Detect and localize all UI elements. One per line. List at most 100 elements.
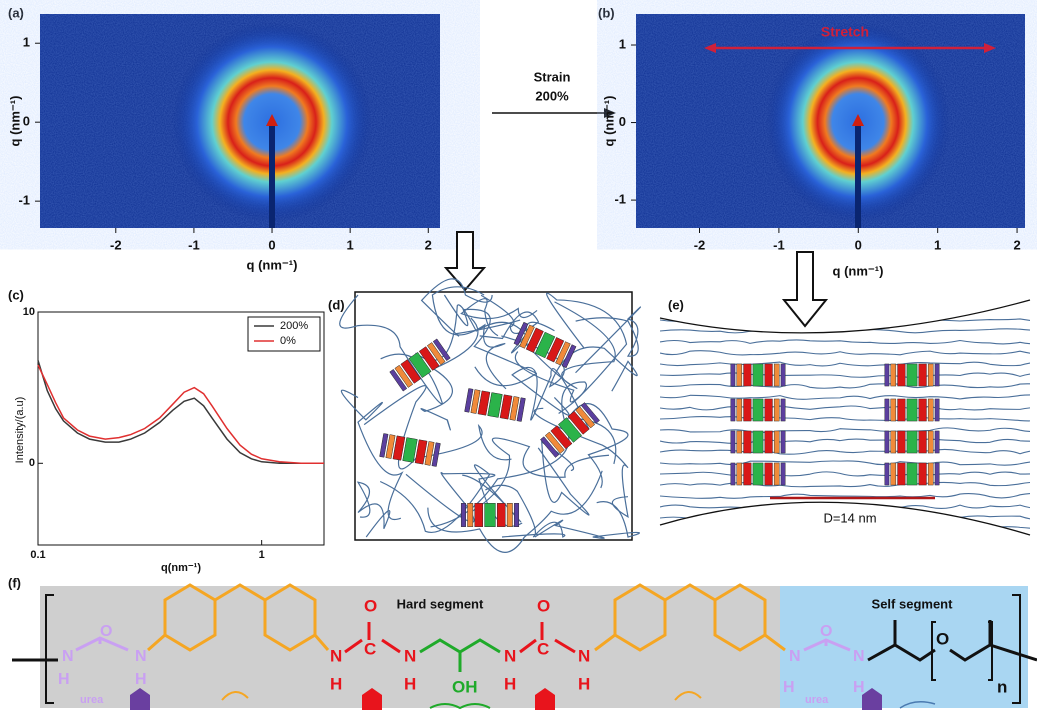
atom: N — [404, 646, 416, 665]
legend-label: 0% — [280, 335, 296, 347]
segment — [919, 431, 927, 453]
atom: H — [504, 674, 516, 693]
segment — [781, 364, 785, 386]
y-tick-label: 0 — [29, 457, 35, 469]
urea-label: urea — [80, 694, 104, 706]
x-tick-label: -1 — [188, 237, 200, 252]
segment — [507, 503, 512, 526]
y-tick-label: 0 — [23, 114, 30, 129]
atom: O — [936, 629, 949, 648]
x-tick-label: 1 — [259, 549, 265, 561]
segment — [774, 431, 779, 453]
segment — [898, 364, 906, 386]
x-tick-label: 1 — [934, 237, 941, 252]
segment — [744, 463, 752, 485]
segment — [885, 399, 889, 421]
segment — [461, 503, 466, 526]
atom: O — [100, 623, 112, 640]
segment — [731, 364, 735, 386]
x-tick-label: 0 — [855, 237, 862, 252]
segment — [919, 463, 927, 485]
segment — [907, 463, 917, 485]
atom: OH — [452, 677, 478, 696]
chain — [660, 395, 1037, 399]
atom: H — [330, 674, 342, 693]
chain — [660, 428, 1037, 433]
segment — [907, 431, 917, 453]
atom: O — [537, 596, 550, 615]
chain — [660, 318, 1037, 322]
y-tick-label: 0 — [619, 114, 626, 129]
down-arrow — [446, 232, 484, 290]
hard-domain — [885, 364, 939, 386]
chain — [660, 482, 1037, 487]
segment — [753, 463, 763, 485]
segment — [737, 399, 742, 421]
panel-label: (d) — [328, 297, 345, 312]
y-tick-label: 1 — [23, 35, 30, 50]
chain — [660, 439, 1037, 443]
chain — [660, 417, 1037, 421]
atom: O — [364, 596, 377, 615]
chain — [660, 373, 1037, 377]
segment — [753, 399, 763, 421]
segment — [774, 399, 779, 421]
atom: C — [364, 639, 376, 658]
chain — [660, 362, 1037, 366]
atom: H — [404, 674, 416, 693]
panel-label: (c) — [8, 287, 24, 302]
segment — [928, 463, 933, 485]
segment — [891, 364, 896, 386]
segment — [907, 364, 917, 386]
segment — [744, 399, 752, 421]
segment — [475, 503, 483, 526]
segment — [781, 463, 785, 485]
segment — [497, 503, 505, 526]
atom: N — [62, 648, 74, 665]
chain — [660, 505, 1037, 509]
atom: C — [537, 639, 549, 658]
beamstop — [855, 122, 861, 228]
hard-domain — [731, 364, 785, 386]
segment — [765, 364, 773, 386]
segment-label: Self segment — [872, 596, 954, 611]
repeat-n: n — [997, 677, 1007, 696]
figure: (a) q (nm⁻¹) q (nm⁻¹) Strain 200% (b) St… — [0, 0, 1037, 713]
panel-label: (b) — [598, 5, 615, 20]
segment — [753, 431, 763, 453]
segment — [485, 503, 496, 526]
hard-domain — [731, 463, 785, 485]
segment — [935, 431, 939, 453]
y-axis-label: q (nm⁻¹) — [7, 96, 22, 147]
atom: H — [783, 679, 795, 696]
chain — [660, 527, 1037, 531]
hard-domain — [461, 503, 519, 526]
atom: H — [135, 671, 147, 688]
segment — [781, 399, 785, 421]
y-axis-label: q (nm⁻¹) — [601, 96, 616, 147]
atom: N — [789, 648, 801, 665]
atom: H — [578, 674, 590, 693]
legend-label: 200% — [280, 320, 308, 332]
segment — [935, 399, 939, 421]
segment — [744, 364, 752, 386]
segment — [898, 431, 906, 453]
down-arrow — [784, 252, 826, 326]
x-tick-label: 1 — [347, 237, 354, 252]
chain — [660, 340, 1037, 344]
segment — [935, 463, 939, 485]
segment — [928, 399, 933, 421]
segment — [891, 463, 896, 485]
x-axis-label: q (nm⁻¹) — [833, 263, 884, 278]
x-axis-label: q(nm⁻¹) — [161, 562, 201, 574]
segment — [781, 431, 785, 453]
segment — [885, 431, 889, 453]
segment — [774, 463, 779, 485]
segment — [928, 364, 933, 386]
hard-domain — [885, 431, 939, 453]
y-tick-label: 1 — [619, 36, 626, 51]
segment — [731, 431, 735, 453]
beamstop — [269, 122, 275, 228]
atom: O — [820, 623, 832, 640]
hard-domain — [731, 399, 785, 421]
